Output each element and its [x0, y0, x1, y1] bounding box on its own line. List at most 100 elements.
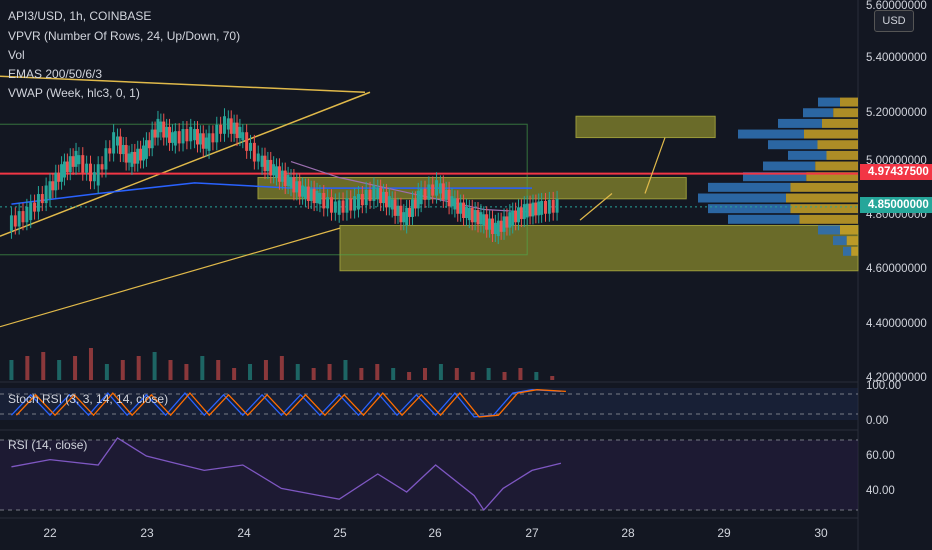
symbol-title: API3/USD, 1h, COINBASE	[8, 9, 152, 23]
candle-body	[387, 196, 391, 208]
support-zone	[339, 224, 859, 272]
candle-body	[269, 159, 273, 176]
candle-body	[249, 142, 253, 151]
arrow-line	[644, 137, 666, 194]
candle-body	[514, 210, 518, 223]
stoch-k-line	[10, 389, 561, 418]
volume-bar	[168, 360, 173, 380]
time-label: 27	[525, 526, 539, 540]
candle-body	[74, 150, 78, 167]
vpvr-bar-down	[804, 129, 858, 139]
vpvr-bar-down	[840, 97, 858, 107]
candle-body	[124, 145, 128, 163]
rsi-title[interactable]: RSI (14, close)	[8, 438, 88, 452]
candle-body	[25, 206, 29, 223]
stoch-rsi-title[interactable]: Stoch RSI (3, 3, 14, 14, close)	[8, 392, 169, 406]
volume-bar	[407, 372, 412, 380]
volume-bar	[454, 368, 459, 380]
vpvr-bar-up	[768, 140, 818, 150]
time-label: 28	[621, 526, 635, 540]
price-label: 5.20000000	[866, 107, 927, 119]
vpvr-bar-up	[728, 214, 800, 224]
trendline-rising	[0, 91, 371, 237]
vwap-line	[290, 160, 533, 213]
candle-body	[198, 133, 202, 145]
candle-body	[444, 189, 448, 200]
candle-body	[29, 202, 33, 221]
candle-body	[204, 137, 208, 149]
candle-body	[127, 153, 131, 163]
indicator-vwap[interactable]: VWAP (Week, hlc3, 0, 1)	[8, 86, 140, 100]
candle-body	[508, 212, 512, 228]
vpvr-bar-down	[822, 118, 858, 128]
candle-body	[555, 198, 559, 213]
candle-body	[551, 199, 555, 213]
price-label: 4.60000000	[866, 263, 927, 275]
red-line-price-tag: 4.97437500	[860, 164, 932, 180]
candle-body	[462, 202, 466, 219]
candle-body	[464, 206, 468, 219]
volume-bar	[200, 356, 205, 380]
volume-bar	[375, 364, 380, 380]
candle-body	[333, 201, 337, 213]
vpvr-bar-up	[738, 129, 804, 139]
indicator-emas[interactable]: EMAS 200/50/6/3	[8, 67, 103, 81]
candle-body	[13, 215, 17, 227]
volume-bar	[311, 368, 316, 380]
candle-body	[467, 207, 471, 221]
candle-body	[479, 212, 483, 225]
volume-bar	[136, 356, 141, 380]
candle-body	[490, 218, 494, 234]
candle-body	[353, 196, 357, 211]
volume-bar	[216, 360, 221, 380]
candle-body	[189, 126, 193, 142]
volume-bar	[57, 360, 62, 380]
currency-button[interactable]: USD	[874, 10, 914, 32]
candle-body	[215, 124, 219, 143]
candle-body	[493, 222, 497, 234]
indicator-vol[interactable]: Vol	[8, 48, 25, 62]
candle-body	[177, 131, 181, 144]
stoch-d-line	[15, 389, 566, 418]
candle-body	[312, 188, 316, 204]
candle-body	[147, 140, 151, 149]
indicator-vpvr[interactable]: VPVR (Number Of Rows, 24, Up/Down, 70)	[8, 29, 241, 43]
candle-body	[57, 172, 61, 182]
candle-body	[453, 198, 457, 210]
candle-body	[211, 133, 215, 143]
channel-box	[0, 123, 528, 256]
candle-body	[303, 186, 307, 199]
candle-body	[168, 126, 172, 143]
candle-body	[286, 174, 290, 187]
vpvr-bar-down	[790, 204, 858, 214]
volume-bar	[184, 364, 189, 380]
volume-bar	[120, 360, 125, 380]
candle-body	[77, 155, 81, 165]
candle-body	[238, 126, 242, 139]
candle-body	[540, 200, 544, 215]
candle-body	[48, 181, 52, 199]
price-label: 4.40000000	[866, 318, 927, 330]
price-label: 4.20000000	[866, 372, 927, 384]
vpvr-bar-down	[840, 225, 858, 235]
trendline-upper	[0, 75, 366, 94]
candle-body	[419, 188, 423, 205]
ema-200-line	[0, 227, 341, 328]
candle-body	[298, 181, 302, 197]
candle-body	[364, 189, 368, 206]
vpvr-bar-up	[708, 204, 791, 214]
candle-body	[142, 145, 146, 161]
volume-bar	[295, 364, 300, 380]
candle-body	[441, 183, 445, 200]
candle-body	[54, 172, 58, 191]
volume-bar	[25, 356, 30, 380]
candle-body	[459, 202, 463, 214]
stoch-label: 0.00	[866, 415, 889, 427]
candle-body	[17, 211, 21, 227]
candle-body	[295, 181, 299, 193]
candle-body	[92, 172, 96, 182]
volume-bar	[438, 364, 443, 380]
last-price-tag: 4.85000000	[860, 197, 932, 213]
candle-body	[252, 142, 256, 162]
